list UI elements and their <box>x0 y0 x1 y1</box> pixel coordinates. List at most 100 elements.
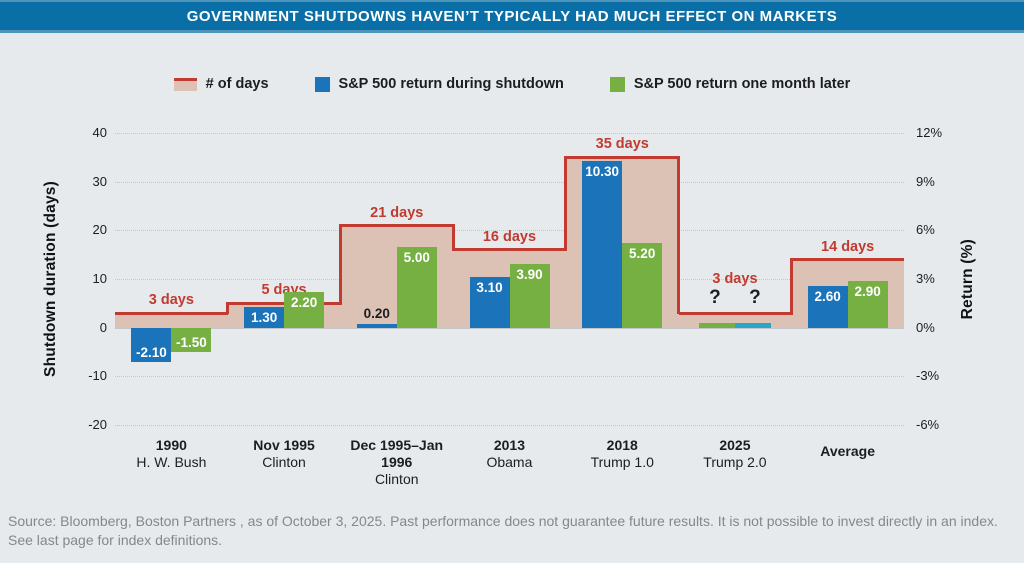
days-topline <box>791 258 905 261</box>
days-bar <box>115 313 229 328</box>
bar-value-label: 10.30 <box>585 163 620 179</box>
legend-item-later: S&P 500 return one month later <box>609 76 851 92</box>
days-topline <box>115 311 229 315</box>
category-line2: Clinton <box>262 454 306 470</box>
bar-value-label: 3.10 <box>476 280 503 296</box>
gridline <box>115 230 904 232</box>
bar-value-label: -1.50 <box>176 335 207 350</box>
bar-value-label: 5.20 <box>629 246 656 262</box>
green-swatch-icon <box>609 76 625 92</box>
category-line1: Average <box>820 443 876 459</box>
left-axis-tick: 20 <box>92 222 107 238</box>
bar-value-label: 2.60 <box>814 288 841 304</box>
during-shutdown-bar <box>131 327 172 362</box>
category-label: Dec 1995–Jan 1996 Clinton <box>340 437 453 488</box>
right-axis-tick: 6% <box>916 222 935 238</box>
left-axis-tick: -10 <box>88 368 107 384</box>
category-line2: Clinton <box>374 471 419 487</box>
category-line1: Nov 1995 <box>253 437 315 453</box>
days-label: 16 days <box>482 228 537 245</box>
category-line2: H. W. Bush <box>136 454 207 470</box>
blue-swatch-icon <box>314 76 330 92</box>
source-note: Source: Bloomberg, Boston Partners , as … <box>8 513 998 548</box>
plot-area: Shutdown duration (days) Return (%) 40 12… <box>42 125 976 487</box>
legend-label: S&P 500 return one month later <box>633 76 851 92</box>
category-line2: Trump 1.0 <box>590 454 654 470</box>
one-month-later-bar <box>622 243 663 328</box>
during-shutdown-bar <box>582 160 623 328</box>
right-axis-tick: -6% <box>916 417 940 432</box>
category-line1: 2018 <box>606 437 638 453</box>
left-axis-tick: -20 <box>88 417 107 432</box>
right-axis-title: Return (%) <box>959 238 976 320</box>
days-step-connector <box>451 224 455 252</box>
days-step-connector <box>338 224 342 305</box>
category-line1: 2025 <box>719 437 751 453</box>
right-axis-tick: 3% <box>916 271 935 286</box>
category-label: Nov 1995 Clinton <box>228 437 341 471</box>
category-line2: Trump 2.0 <box>703 454 767 470</box>
one-month-later-bar <box>509 264 550 328</box>
bar-value-label: 2.90 <box>854 283 881 299</box>
days-step-connector <box>564 155 568 252</box>
left-axis-tick: 40 <box>92 125 107 140</box>
days-step-connector <box>226 301 230 315</box>
right-axis-tick: -3% <box>916 368 940 384</box>
legend-item-during: S&P 500 return during shutdown <box>314 76 564 92</box>
during-shutdown-bar <box>244 306 285 328</box>
right-axis-tick: 9% <box>916 173 935 189</box>
category-label: 1990 H. W. Bush <box>115 437 228 471</box>
legend-label: # of days <box>205 76 269 92</box>
category-label: 2018 Trump 1.0 <box>566 437 679 471</box>
unknown-stub-right <box>734 322 771 328</box>
left-axis-title-wrap: Shutdown duration (days) <box>40 133 62 425</box>
days-label: 35 days <box>595 136 649 153</box>
days-label: 3 days <box>712 271 758 288</box>
gridline <box>115 376 904 378</box>
one-month-later-bar <box>847 280 888 328</box>
category-line1: 2013 <box>493 437 526 453</box>
right-axis-tick: 0% <box>916 319 935 335</box>
category-label: 2025 Trump 2.0 <box>679 437 792 471</box>
days-label: 14 days <box>821 238 875 255</box>
gridline <box>115 133 904 134</box>
category-label: Average <box>791 437 904 460</box>
bar-value-label: 1.30 <box>250 309 278 325</box>
days-topline <box>340 224 454 227</box>
one-month-later-bar <box>396 246 437 328</box>
bar-value-label: 0.20 <box>363 306 390 322</box>
right-axis-title-wrap: Return (%) <box>957 133 979 425</box>
days-label: 21 days <box>370 204 424 221</box>
right-axis-tick: 12% <box>916 125 943 140</box>
left-axis-tick: 0 <box>99 319 107 335</box>
legend-item-days: # of days <box>173 76 269 92</box>
one-month-later-bar <box>284 292 325 328</box>
question-mark: ? <box>709 287 721 309</box>
unknown-stub-left <box>698 322 735 328</box>
days-topline <box>453 248 567 252</box>
bar-value-label: 5.00 <box>403 249 430 265</box>
days-topline <box>678 311 792 315</box>
during-shutdown-bar <box>356 324 397 328</box>
legend-label: S&P 500 return during shutdown <box>338 76 564 92</box>
bar-value-label: -2.10 <box>136 344 167 360</box>
legend: # of days S&P 500 return during shutdown… <box>0 72 1024 96</box>
gridline <box>115 181 904 183</box>
title-bar: GOVERNMENT SHUTDOWNS HAVEN’T TYPICALLY H… <box>0 0 1024 33</box>
days-swatch-icon <box>173 77 197 91</box>
gridline <box>115 327 904 329</box>
category-line2: Obama <box>486 454 533 470</box>
days-step-connector <box>789 258 793 315</box>
category-label: 2013 Obama <box>453 437 566 471</box>
days-label: 3 days <box>148 292 194 309</box>
bar-value-label: 3.90 <box>516 267 543 283</box>
one-month-later-bar <box>171 327 212 352</box>
question-mark: ? <box>749 287 761 309</box>
during-shutdown-bar <box>807 285 848 328</box>
during-shutdown-bar <box>469 277 510 328</box>
days-topline <box>565 155 680 159</box>
category-line1: 1990 <box>155 437 187 453</box>
gridline <box>115 425 904 426</box>
days-step-connector <box>677 155 681 315</box>
